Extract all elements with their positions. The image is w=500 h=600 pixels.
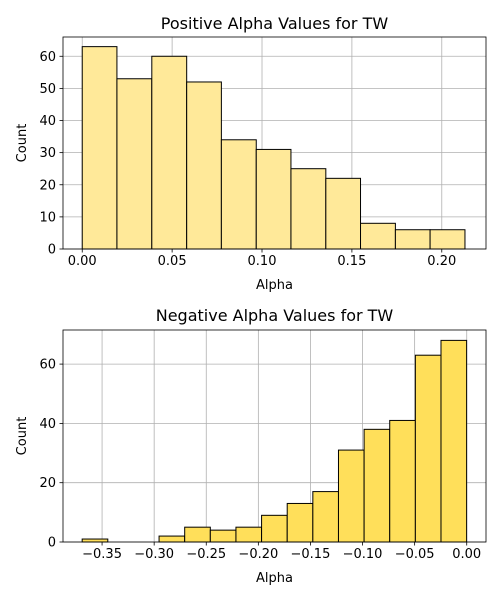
positive-x-tick-label: 0.20 (427, 254, 456, 269)
negative-y-tick-label: 40 (39, 417, 56, 432)
positive-histogram-bar (360, 222, 396, 250)
negative-x-tick-label: −0.20 (238, 547, 278, 562)
negative-histogram-bar (440, 339, 468, 543)
positive-x-tick-label: 0.15 (337, 254, 366, 269)
positive-histogram-bar (116, 78, 153, 250)
positive-histogram-bar (429, 229, 466, 250)
positive-y-axis-label: Count (15, 124, 30, 163)
negative-y-tick-label: 20 (39, 476, 56, 491)
negative-y-axis-label: Count (15, 417, 30, 456)
negative-histogram-bar (389, 419, 416, 543)
negative-x-tick-label: 0.00 (452, 547, 481, 562)
positive-histogram-bar (325, 177, 362, 250)
positive-histogram-bar (394, 229, 431, 250)
positive-histogram-panel: 0.00 0.05 0.10 0.15 0.20 0 10 20 30 40 50 60 Positiv… (15, 14, 487, 293)
negative-histogram-bar (363, 428, 391, 543)
negative-x-tick-label: −0.05 (395, 547, 435, 562)
negative-histogram-panel: −0.35 −0.30 −0.25 −0.20 −0.15 −0.10 −0.05 0.00 0… (15, 306, 487, 586)
negative-histogram-bar (184, 526, 211, 543)
negative-histogram-bar (286, 502, 314, 543)
positive-histogram-bar (151, 55, 188, 250)
positive-y-tick-label: 20 (39, 178, 56, 193)
negative-histogram-bar (261, 514, 288, 543)
negative-x-tick-label: −0.15 (291, 547, 331, 562)
negative-x-tick-label: −0.25 (186, 547, 226, 562)
negative-histogram-bar (81, 538, 109, 543)
negative-histogram-bar (414, 354, 442, 543)
positive-x-axis-label: Alpha (256, 278, 293, 293)
positive-y-tick-label: 10 (39, 210, 56, 225)
positive-x-tick-label: 0.05 (158, 254, 187, 269)
positive-histogram-bar (255, 148, 292, 250)
negative-chart-title: Negative Alpha Values for TW (156, 306, 394, 325)
negative-axes-frame (62, 329, 487, 543)
positive-y-tick-label: 30 (39, 146, 56, 161)
negative-x-tick-label: −0.30 (134, 547, 174, 562)
negative-histogram-bar (235, 526, 263, 543)
negative-x-tick-label: −0.10 (343, 547, 383, 562)
positive-x-tick-label: 0.10 (248, 254, 277, 269)
negative-x-axis-label: Alpha (256, 571, 293, 586)
negative-histogram-bar (158, 535, 186, 543)
negative-x-tick-label: −0.35 (82, 547, 122, 562)
positive-x-tick-label: 0.00 (68, 254, 97, 269)
positive-histogram-bar (186, 81, 222, 250)
positive-y-tick-label: 0 (48, 243, 56, 258)
positive-histogram-bar (81, 46, 118, 250)
positive-histogram-bar (290, 168, 327, 250)
positive-y-tick-label: 60 (39, 50, 56, 65)
negative-y-tick-label: 0 (48, 536, 56, 551)
negative-y-tick-label: 60 (39, 358, 56, 373)
positive-y-tick-label: 40 (39, 114, 56, 129)
positive-y-tick-label: 50 (39, 82, 56, 97)
positive-axes-frame (62, 36, 487, 250)
positive-histogram-bar (220, 139, 257, 250)
negative-histogram-bar (209, 529, 237, 543)
negative-histogram-bar (337, 449, 365, 543)
negative-histogram-bar (312, 491, 339, 543)
positive-chart-title: Positive Alpha Values for TW (161, 14, 389, 33)
